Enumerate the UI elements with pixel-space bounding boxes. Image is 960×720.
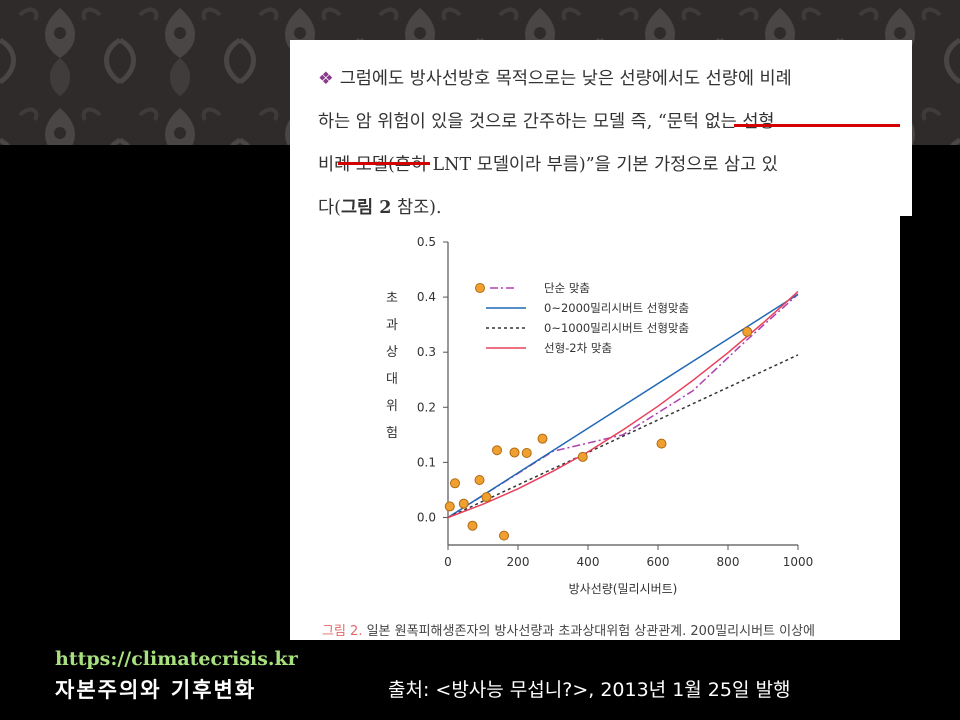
- body-paragraph: ❖ 그럼에도 방사선방호 목적으로는 낮은 선량에서도 선량에 비례 하는 암 위…: [318, 58, 898, 230]
- data-point: [537, 433, 548, 444]
- figure-reference: 그림 2: [340, 198, 392, 218]
- x-axis-label: 방사선량(밀리시버트): [569, 582, 678, 596]
- x-tick-label: 400: [577, 555, 600, 569]
- x-tick-label: 1000: [783, 555, 814, 569]
- line-3: 비례 모델(흔히 LNT 모델이라 부름)”을 기본 가정으로 삼고 있: [318, 155, 778, 175]
- y-tick-label: 0.0: [417, 510, 436, 524]
- y-axis-label-char: 상: [386, 345, 398, 360]
- data-point: [450, 478, 460, 489]
- data-point: [444, 501, 455, 512]
- caption-figure-label: 그림 2.: [322, 624, 363, 639]
- y-tick-label: 0.3: [417, 345, 436, 359]
- x-tick-label: 200: [507, 555, 530, 569]
- series-line: [447, 293, 799, 519]
- series-line: [447, 354, 799, 519]
- data-point: [474, 474, 485, 485]
- data-point: [656, 438, 667, 449]
- data-point: [499, 530, 509, 541]
- y-tick-label: 0.5: [417, 235, 436, 249]
- legend-label: 선형-2차 맞춤: [544, 341, 612, 355]
- y-tick-label: 0.2: [417, 400, 436, 414]
- x-tick-label: 800: [717, 555, 740, 569]
- y-tick-label: 0.4: [417, 290, 436, 304]
- data-point: [481, 492, 492, 503]
- legend-label: 0~1000밀리시버트 선형맞춤: [544, 321, 689, 335]
- y-tick-label: 0.1: [417, 455, 436, 469]
- series-line: [447, 293, 799, 519]
- line-2: 하는 암 위험이 있을 것으로 간주하는 모델 즉, “문턱 없는 선형: [318, 112, 775, 132]
- x-tick-label: 600: [647, 555, 670, 569]
- chart-svg: 0 200 400 600 800 1000 0.0 0.1 0.2 0.3 0.4 0.5 방사선량(…: [386, 235, 814, 596]
- data-point: [577, 451, 588, 462]
- y-axis-label-char: 험: [386, 426, 398, 441]
- data-point: [521, 447, 532, 458]
- y-axis-label-char: 과: [386, 318, 398, 333]
- source-citation: 출처: <방사능 무섭니?>, 2013년 1월 25일 발행: [388, 679, 791, 701]
- data-point: [742, 326, 753, 337]
- figure-caption: 그림 2. 일본 원폭피해생존자의 방사선량과 초과상대위험 상관관계. 200…: [322, 620, 815, 639]
- line-1: 그럼에도 방사선방호 목적으로는 낮은 선량에서도 선량에 비례: [339, 69, 792, 89]
- line-4c: 참조).: [391, 198, 442, 218]
- text-panel: ❖ 그럼에도 방사선방호 목적으로는 낮은 선량에서도 선량에 비례 하는 암 위…: [290, 40, 912, 218]
- footer-subtitle: 자본주의와 기후변화: [55, 677, 257, 702]
- data-point: [467, 520, 478, 531]
- highlight-underline-1: [734, 124, 900, 127]
- series-line: [447, 291, 799, 519]
- chart-panel: 0 200 400 600 800 1000 0.0 0.1 0.2 0.3 0.4 0.5 방사선량(…: [290, 216, 900, 640]
- caption-text: 일본 원폭피해생존자의 방사선량과 초과상대위험 상관관계. 200밀리시버트 …: [362, 624, 816, 639]
- legend-label: 0~2000밀리시버트 선형맞춤: [544, 301, 689, 315]
- highlight-underline-2: [338, 162, 430, 165]
- line-4a: 다(: [318, 198, 341, 218]
- legend-label: 단순 맞춤: [544, 281, 590, 295]
- y-axis-label-char: 대: [386, 372, 398, 387]
- data-point: [458, 498, 469, 509]
- data-point: [509, 447, 520, 458]
- site-url[interactable]: https://climatecrisis.kr: [55, 648, 298, 670]
- y-axis-label-char: 초: [386, 291, 398, 306]
- data-point: [492, 445, 502, 456]
- x-tick-label: 0: [444, 555, 452, 569]
- legend-marker: [475, 283, 485, 293]
- diamond-bullet-icon: ❖: [318, 69, 334, 89]
- y-axis-label-char: 위: [386, 399, 398, 414]
